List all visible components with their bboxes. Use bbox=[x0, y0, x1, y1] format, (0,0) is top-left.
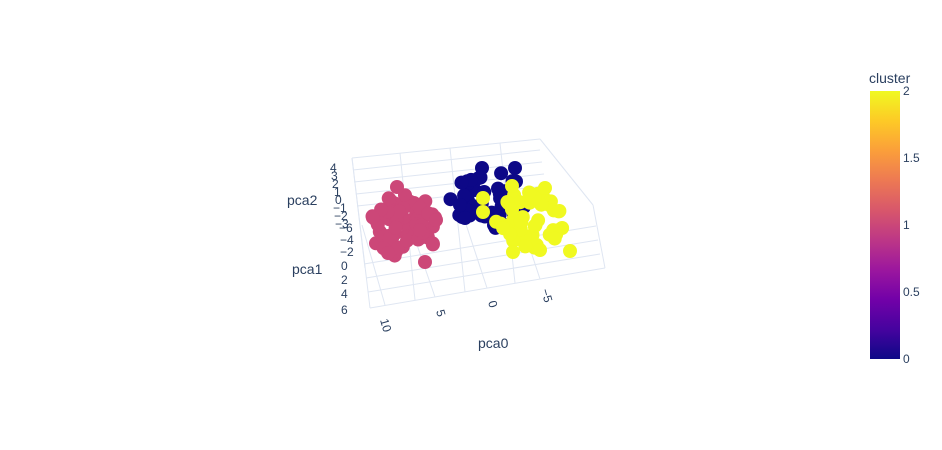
data-point bbox=[505, 179, 519, 193]
data-point bbox=[547, 231, 562, 246]
z-axis: 4 3 2 1 0 −1 −2 −3 pca2 bbox=[287, 161, 349, 231]
data-point bbox=[365, 210, 380, 225]
y-tick: 4 bbox=[341, 287, 348, 301]
z-tick: 2 bbox=[332, 177, 339, 191]
data-point bbox=[494, 166, 509, 181]
z-tick: −2 bbox=[334, 209, 348, 223]
x-axis: 10 5 0 −5 pca0 bbox=[377, 287, 555, 351]
x-tick: 10 bbox=[377, 317, 394, 334]
data-point bbox=[513, 214, 528, 229]
y-tick: −6 bbox=[339, 221, 353, 235]
grid-line bbox=[592, 204, 606, 269]
data-point bbox=[522, 185, 537, 200]
data-point bbox=[505, 202, 519, 217]
grid-line bbox=[369, 267, 606, 309]
data-point bbox=[538, 181, 552, 195]
data-point bbox=[388, 220, 403, 235]
data-point bbox=[392, 204, 407, 219]
y-axis-title: pca1 bbox=[292, 261, 323, 277]
data-point bbox=[563, 244, 577, 258]
colorbar-gradient bbox=[870, 91, 900, 359]
data-point bbox=[506, 245, 520, 259]
grid-line bbox=[365, 239, 599, 279]
grid-line bbox=[367, 253, 601, 293]
grid-line bbox=[351, 138, 541, 159]
data-point bbox=[381, 246, 395, 260]
z-axis-title: pca2 bbox=[287, 192, 318, 208]
data-point bbox=[418, 255, 432, 269]
y-tick: −2 bbox=[340, 245, 354, 259]
z-tick: −1 bbox=[333, 201, 347, 215]
data-point bbox=[508, 161, 522, 175]
y-tick: 2 bbox=[341, 273, 348, 287]
y-tick: 0 bbox=[341, 259, 348, 273]
data-point bbox=[552, 204, 567, 218]
data-point bbox=[412, 223, 427, 238]
z-tick: 3 bbox=[331, 169, 338, 183]
x-tick: 5 bbox=[433, 308, 448, 319]
colorbar-tick: 2 bbox=[903, 84, 910, 98]
data-point bbox=[476, 191, 490, 205]
z-tick: −3 bbox=[335, 217, 349, 231]
data-points bbox=[365, 161, 577, 269]
x-axis-title: pca0 bbox=[478, 335, 509, 351]
data-point bbox=[454, 175, 469, 190]
data-point bbox=[429, 213, 443, 227]
colorbar-tick: 0.5 bbox=[903, 285, 920, 299]
data-point bbox=[458, 211, 472, 225]
z-tick: 1 bbox=[334, 185, 341, 199]
grid-line bbox=[351, 157, 366, 269]
x-tick: −5 bbox=[538, 287, 555, 304]
data-point bbox=[518, 239, 533, 254]
data-point bbox=[475, 161, 489, 175]
grid-line bbox=[361, 224, 386, 306]
x-tick: 0 bbox=[485, 299, 500, 310]
data-point bbox=[533, 243, 547, 257]
data-point bbox=[425, 236, 440, 251]
y-tick: −4 bbox=[340, 233, 354, 247]
data-point bbox=[381, 191, 396, 206]
data-point bbox=[476, 205, 490, 219]
colorbar-title: cluster bbox=[869, 70, 911, 86]
colorbar-tick: 1 bbox=[903, 218, 910, 232]
data-point bbox=[528, 218, 543, 233]
z-tick: 0 bbox=[335, 193, 342, 207]
data-point bbox=[400, 233, 414, 248]
colorbar: cluster 2 1.5 1 0.5 0 bbox=[869, 70, 920, 366]
colorbar-tick: 0 bbox=[903, 352, 910, 366]
data-point bbox=[496, 221, 511, 236]
y-axis: −6 −4 −2 0 2 4 6 pca1 bbox=[292, 221, 354, 317]
colorbar-tick: 1.5 bbox=[903, 151, 920, 165]
grid-line bbox=[352, 149, 541, 171]
z-tick: 4 bbox=[330, 161, 337, 175]
data-point bbox=[453, 198, 467, 212]
y-tick: 6 bbox=[341, 303, 348, 317]
grid-line bbox=[539, 138, 594, 206]
data-point bbox=[390, 180, 404, 194]
